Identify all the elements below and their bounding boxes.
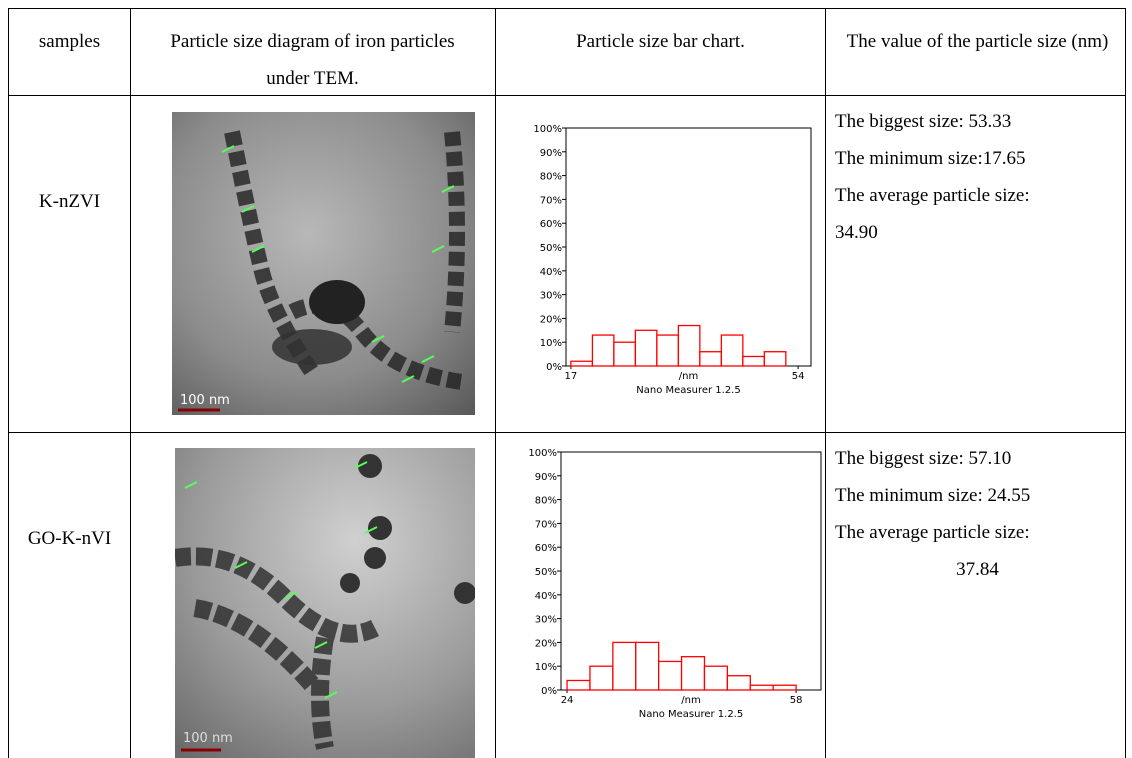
y-tick-label: 90% (535, 472, 557, 483)
plot-frame (560, 451, 822, 691)
scale-label: 100 nm (183, 731, 233, 746)
bar (635, 641, 660, 691)
border (825, 8, 826, 758)
y-tick-label: 0% (541, 686, 557, 697)
scale-label: 100 nm (180, 393, 230, 408)
bar (720, 334, 744, 367)
border (8, 95, 1126, 96)
sample-name: GO-K-nVI (27, 528, 112, 549)
bar (726, 675, 751, 691)
border (495, 8, 496, 758)
bar (699, 351, 723, 367)
value-line: The average particle size: (835, 522, 1030, 543)
x-tick-label: 58 (790, 695, 803, 706)
y-tick-label: 0% (546, 362, 562, 373)
x-tick-label: 54 (792, 371, 805, 382)
value-line: The minimum size:17.65 (835, 148, 1026, 169)
bar (591, 334, 615, 367)
histogram: 0% 10% 20% 30% 40% 50% 60% 70% 80% 90% 100% 24 58/nm… (528, 448, 822, 720)
bar (763, 351, 787, 367)
y-tick-label: 70% (535, 519, 557, 530)
y-tick-label: 20% (540, 314, 562, 325)
y-tick-label: 10% (540, 338, 562, 349)
bar (680, 656, 706, 691)
bar (677, 324, 701, 367)
border (8, 432, 1126, 433)
bar (634, 329, 658, 367)
value-lines: The biggest size: 57.10 The minimum size:… (835, 440, 1120, 588)
bar (589, 665, 614, 691)
border (1125, 8, 1126, 758)
y-tick-label: 100% (533, 124, 562, 135)
value-line: 37.84 (956, 559, 999, 580)
x-axis-label: /nm (679, 371, 698, 382)
chart-footer: Nano Measurer 1.2.5 (636, 385, 740, 396)
bar (566, 679, 591, 691)
border (130, 8, 131, 758)
y-tick-label: 60% (540, 219, 562, 230)
y-tick-label: 10% (535, 662, 557, 673)
value-cell: The biggest size: 57.10 The minimum size:… (835, 440, 1120, 588)
value-lines: The biggest size: 53.33 The minimum size:… (835, 103, 1120, 251)
header-cell: The value of the particle size (nm) (846, 31, 1109, 52)
bar (656, 334, 680, 367)
tem-image: 100 nm (175, 448, 475, 758)
value-cell: The biggest size: 53.33 The minimum size:… (835, 103, 1120, 251)
value-line: The minimum size: 24.55 (835, 485, 1031, 506)
bar (613, 341, 637, 367)
x-axis-label: /nm (681, 695, 700, 706)
bar (749, 684, 774, 691)
y-tick-label: 50% (540, 243, 562, 254)
y-tick-label: 80% (535, 496, 557, 507)
y-tick-label: 40% (535, 591, 557, 602)
header-cell: Particle size bar chart. (576, 31, 745, 52)
border (8, 8, 1126, 9)
bar (612, 641, 637, 691)
bar (703, 665, 729, 691)
value-line: The biggest size: 53.33 (835, 111, 1012, 132)
bar (772, 684, 797, 691)
value-line: The biggest size: 57.10 (835, 448, 1012, 469)
y-tick-label: 40% (540, 267, 562, 278)
header-cell: samples (38, 31, 101, 52)
value-line: 34.90 (835, 222, 878, 243)
histogram: 0% 10% 20% 30% 40% 50% 60% 70% 80% 90% 100% 17 54/nm… (533, 124, 812, 396)
bar (658, 660, 683, 691)
chart-footer: Nano Measurer 1.2.5 (639, 709, 743, 720)
bar (570, 360, 594, 367)
tem-image: 100 nm (172, 112, 475, 415)
y-tick-label: 20% (535, 638, 557, 649)
y-tick-label: 100% (528, 448, 557, 459)
bar (742, 355, 765, 367)
y-tick-label: 60% (535, 543, 557, 554)
y-tick-label: 80% (540, 172, 562, 183)
y-tick-label: 30% (540, 291, 562, 302)
value-line: The average particle size: (835, 185, 1030, 206)
header-cell: Particle size diagram of iron particles … (170, 31, 455, 89)
x-tick-label: 17 (565, 371, 578, 382)
border (8, 8, 9, 758)
x-tick-label: 24 (561, 695, 574, 706)
y-tick-label: 70% (540, 195, 562, 206)
y-tick-label: 50% (535, 567, 557, 578)
sample-name: K-nZVI (38, 191, 101, 212)
y-tick-label: 90% (540, 148, 562, 159)
y-tick-label: 30% (535, 615, 557, 626)
